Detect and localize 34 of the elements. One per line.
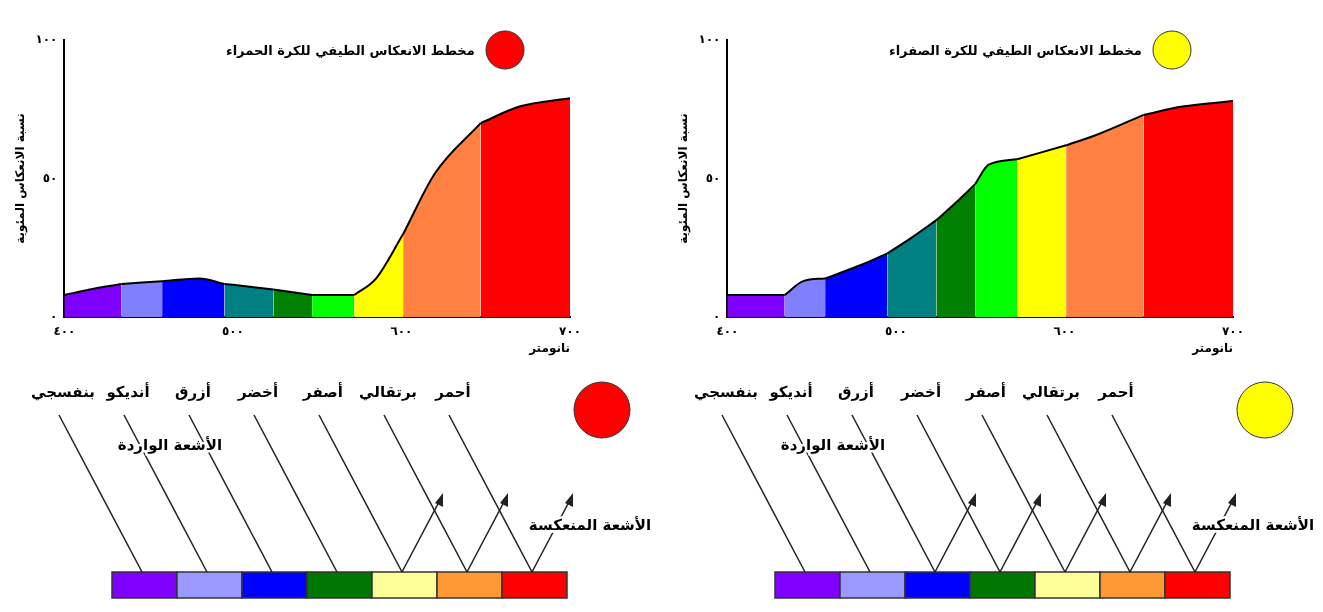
text: أخضر [236, 382, 279, 401]
x-tick-label: ٧٠٠ [1222, 323, 1244, 338]
y-axis-title: نسبة الانعكاس المئوية [676, 113, 692, 244]
text: أحمر [434, 382, 471, 401]
y-tick-label: ١٠٠ [698, 32, 721, 47]
y-axis-title: نسبة الانعكاس المئوية [13, 113, 29, 244]
text: أنديكو [768, 382, 813, 401]
chart-title: مخطط الانعكاس الطيفي للكرة الحمراء [226, 42, 475, 58]
text: أنديكو [105, 382, 150, 401]
y-tick-label: ٠ [713, 309, 721, 324]
text: أصفر [302, 382, 343, 401]
x-axis-title: نانومتر [528, 340, 570, 356]
y-tick-label: ٠ [50, 309, 58, 324]
x-tick-label: ٦٠٠ [390, 323, 413, 338]
text: أزرق [838, 382, 874, 401]
text: أصفر [965, 382, 1006, 401]
text: أحمر [1097, 382, 1134, 401]
y-tick-label: ٥٠ [705, 170, 721, 185]
x-tick-label: ٦٠٠ [1053, 323, 1076, 338]
text: أخضر [899, 382, 942, 401]
chart-title: مخطط الانعكاس الطيفي للكرة الصفراء [889, 42, 1142, 58]
text: بنفسجي [694, 383, 758, 401]
x-tick-label: ٧٠٠ [559, 323, 581, 338]
x-tick-label: ٤٠٠ [716, 323, 739, 338]
x-axis-title: نانومتر [1191, 340, 1233, 356]
x-tick-label: ٥٠٠ [884, 323, 907, 338]
y-tick-label: ١٠٠ [35, 32, 58, 47]
text: بنفسجي [31, 383, 95, 401]
text: برتقالي [359, 383, 417, 401]
x-tick-label: ٥٠٠ [221, 323, 244, 338]
y-tick-label: ٥٠ [42, 170, 58, 185]
text: أزرق [175, 382, 211, 401]
x-tick-label: ٤٠٠ [53, 323, 76, 338]
text: برتقالي [1022, 383, 1080, 401]
